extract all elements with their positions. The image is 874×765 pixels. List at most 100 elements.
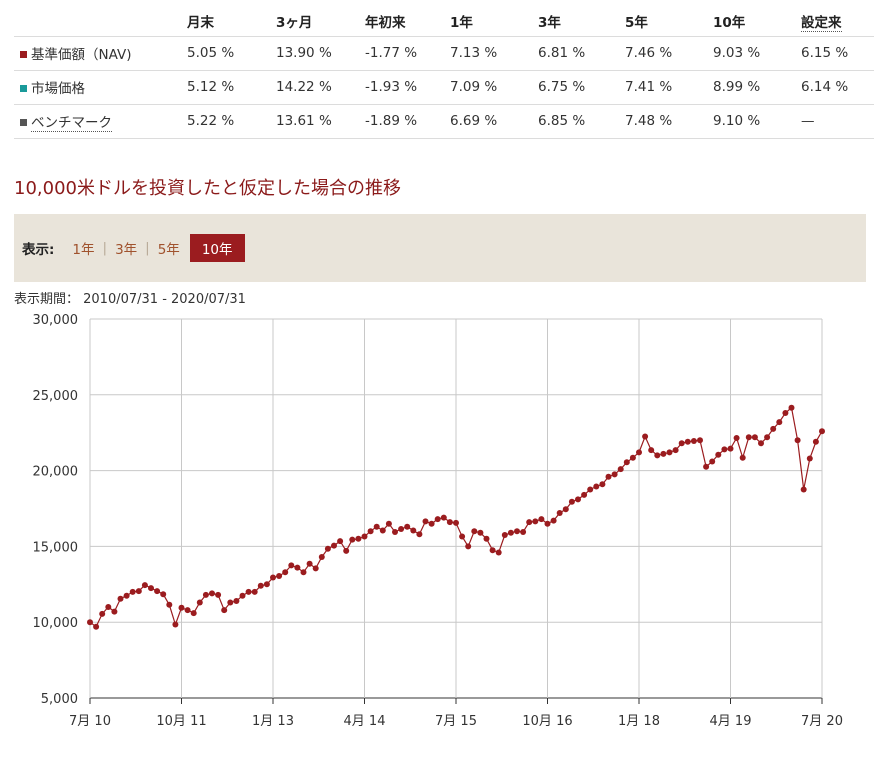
data-point: [190, 610, 197, 617]
data-point: [306, 560, 313, 567]
header-blank: [14, 6, 183, 36]
header-since-inception[interactable]: 設定来: [797, 6, 874, 36]
range-10-year-button[interactable]: 10年: [189, 234, 245, 262]
data-point: [581, 491, 588, 498]
row-label-text[interactable]: ベンチマーク: [31, 115, 112, 132]
data-point: [599, 481, 606, 488]
data-point: [428, 520, 435, 527]
data-point: [434, 516, 441, 523]
range-label: 表示:: [22, 242, 55, 258]
data-point: [172, 621, 179, 628]
data-point: [697, 437, 703, 444]
table-cell: -1.89 %: [361, 103, 446, 139]
y-tick-label: 5,000: [41, 692, 78, 707]
data-point: [501, 532, 508, 538]
data-point: [202, 591, 209, 598]
x-tick-label: 10月 11: [156, 714, 206, 729]
data-point: [337, 538, 344, 545]
table-cell: 7.13 %: [446, 35, 534, 70]
data-point: [453, 519, 459, 526]
data-point: [636, 449, 642, 456]
data-point: [410, 527, 417, 534]
x-tick-label: 7月 10: [69, 714, 111, 729]
header-month-end: 月末: [187, 14, 214, 31]
y-tick-label: 30,000: [33, 313, 79, 328]
data-point: [812, 438, 819, 445]
data-point: [715, 451, 722, 458]
data-point: [404, 523, 411, 530]
data-point: [117, 595, 124, 602]
range-separator: |: [102, 240, 108, 256]
range-3-year-button[interactable]: 3年: [115, 242, 138, 258]
range-1-year-button[interactable]: 1年: [72, 242, 95, 258]
table-cell: 7.09 %: [446, 69, 534, 104]
nav-row: 基準価額（NAV) 5.05 % 13.90 % -1.77 % 7.13 % 6.81 …: [14, 35, 874, 70]
data-point: [257, 582, 264, 589]
data-point: [495, 549, 502, 556]
data-point: [648, 447, 655, 454]
table-cell: -1.77 %: [361, 35, 446, 70]
data-point: [209, 590, 215, 597]
data-point: [690, 438, 697, 444]
since-inception-label[interactable]: 設定来: [801, 14, 842, 32]
legend-swatch-icon: [20, 85, 27, 92]
table-cell: 7.46 %: [621, 35, 709, 70]
table-cell: —: [797, 103, 874, 139]
data-point: [141, 582, 148, 589]
table-cell: 7.48 %: [621, 103, 709, 139]
table-cell: 8.99 %: [709, 69, 797, 104]
data-point: [562, 506, 569, 513]
x-tick-label: 4月 19: [710, 714, 752, 729]
market-price-row: 市場価格 5.12 % 14.22 % -1.93 % 7.09 % 6.75 % 7.41…: [14, 69, 874, 104]
data-point: [251, 588, 258, 595]
range-selector: 表示: 1年 | 3年 | 5年 10年: [14, 214, 866, 282]
data-point: [587, 486, 594, 493]
data-point: [270, 574, 276, 581]
data-point: [361, 533, 368, 540]
data-point: [379, 527, 386, 534]
data-point: [392, 529, 398, 535]
data-point: [355, 535, 362, 542]
data-point: [331, 542, 337, 549]
row-label: 基準価額（NAV): [14, 35, 183, 70]
header-1-year: 1年: [450, 14, 473, 31]
table-cell: -1.93 %: [361, 69, 446, 104]
data-point: [349, 536, 356, 543]
data-point: [123, 592, 130, 599]
x-tick-label: 10月 16: [522, 714, 572, 729]
data-point: [544, 520, 551, 527]
data-point: [343, 547, 350, 554]
header-5-year: 5年: [625, 14, 648, 31]
data-point: [465, 543, 472, 550]
table-cell: 14.22 %: [272, 69, 361, 104]
display-period: 表示期間： 2010/07/31 - 2020/07/31: [14, 292, 246, 307]
data-point: [727, 445, 734, 452]
data-point: [794, 437, 801, 444]
table-cell: 6.81 %: [534, 35, 621, 70]
data-point: [99, 610, 106, 617]
data-point: [422, 518, 429, 525]
table-cell: 9.03 %: [709, 35, 797, 70]
table-cell: 13.61 %: [272, 103, 361, 139]
data-point: [105, 604, 112, 610]
row-label[interactable]: ベンチマーク: [14, 103, 183, 139]
data-point: [623, 459, 630, 466]
data-point: [532, 518, 539, 525]
table-cell: 6.14 %: [797, 69, 874, 104]
data-point: [373, 523, 380, 530]
data-point: [459, 533, 466, 540]
data-point: [166, 601, 173, 608]
data-point: [160, 591, 167, 598]
data-point: [300, 569, 307, 576]
data-point: [629, 454, 636, 461]
data-point: [507, 529, 514, 536]
data-point: [703, 463, 710, 470]
data-point: [288, 562, 295, 569]
data-point: [642, 433, 649, 440]
header-3-year: 3年: [538, 14, 561, 31]
data-point: [318, 554, 325, 560]
row-label-text: 市場価格: [31, 81, 85, 97]
data-point: [678, 440, 685, 447]
data-point: [276, 573, 283, 579]
range-5-year-button[interactable]: 5年: [157, 242, 180, 258]
